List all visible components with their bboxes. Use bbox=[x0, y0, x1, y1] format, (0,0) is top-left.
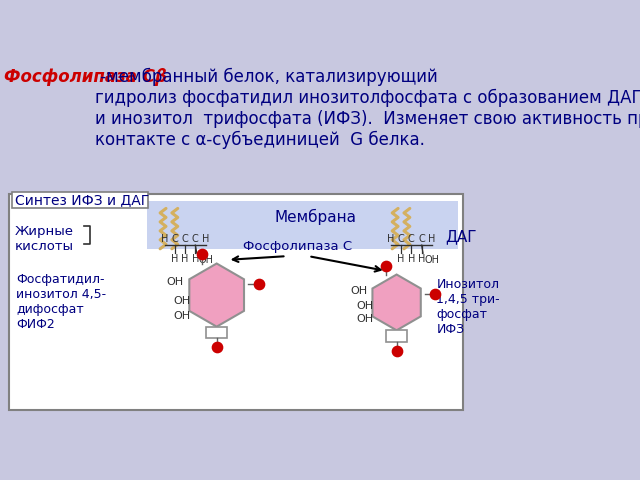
Point bbox=[212, 343, 222, 351]
Text: C: C bbox=[182, 234, 188, 244]
Text: OH: OH bbox=[424, 255, 440, 264]
Text: H: H bbox=[171, 254, 179, 264]
Point bbox=[429, 290, 440, 298]
Text: OH: OH bbox=[174, 311, 191, 321]
Text: Инозитол
1,4,5 три-
фосфат
ИФЗ: Инозитол 1,4,5 три- фосфат ИФЗ bbox=[436, 278, 500, 336]
Bar bbox=[147, 201, 458, 249]
Text: H: H bbox=[387, 234, 394, 244]
Point bbox=[380, 262, 390, 270]
Text: H: H bbox=[408, 254, 415, 264]
Text: OH: OH bbox=[174, 296, 191, 306]
Text: Мембрана: Мембрана bbox=[275, 209, 357, 225]
Bar bbox=[206, 327, 227, 338]
Text: ДАГ: ДАГ bbox=[445, 229, 477, 245]
Text: Синтез ИФЗ и ДАГ: Синтез ИФЗ и ДАГ bbox=[15, 193, 150, 207]
Text: C: C bbox=[192, 234, 199, 244]
Text: C: C bbox=[408, 234, 415, 244]
Text: H: H bbox=[191, 254, 199, 264]
Text: H: H bbox=[428, 234, 436, 244]
Text: C: C bbox=[172, 234, 178, 244]
Point bbox=[253, 280, 264, 288]
Point bbox=[392, 347, 402, 355]
Text: Фосфолипаза Cβ: Фосфолипаза Cβ bbox=[4, 68, 167, 86]
Text: H: H bbox=[202, 234, 209, 244]
Bar bbox=[9, 194, 463, 410]
Text: Жирные
кислоты: Жирные кислоты bbox=[15, 225, 74, 253]
Text: -мембранный белок, катализирующий
гидролиз фосфатидил инозитолфосфата с образова: -мембранный белок, катализирующий гидрол… bbox=[95, 68, 640, 149]
Point bbox=[197, 250, 207, 258]
Text: H: H bbox=[181, 254, 189, 264]
Text: H: H bbox=[397, 254, 404, 264]
Text: C: C bbox=[418, 234, 425, 244]
Text: H: H bbox=[161, 234, 168, 244]
Polygon shape bbox=[189, 264, 244, 327]
Text: OH: OH bbox=[350, 287, 367, 297]
Text: OH: OH bbox=[356, 314, 373, 324]
Text: OH: OH bbox=[198, 255, 213, 264]
Text: OH: OH bbox=[166, 277, 184, 287]
Text: Фосфолипаза С: Фосфолипаза С bbox=[243, 240, 352, 253]
Text: Фосфатидил-
инозитол 4,5-
дифосфат
ФИФ2: Фосфатидил- инозитол 4,5- дифосфат ФИФ2 bbox=[16, 273, 106, 331]
Bar bbox=[12, 192, 148, 208]
Polygon shape bbox=[372, 275, 420, 330]
Bar bbox=[387, 330, 407, 342]
Text: C: C bbox=[397, 234, 404, 244]
Text: H: H bbox=[418, 254, 425, 264]
Text: OH: OH bbox=[356, 301, 373, 311]
